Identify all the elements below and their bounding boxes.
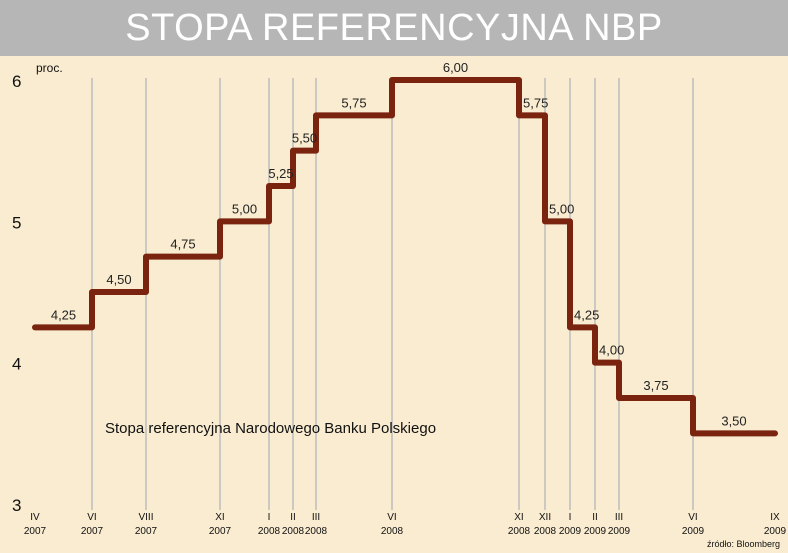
- x-label-month: VI: [387, 512, 396, 523]
- x-label-year: 2009: [559, 526, 582, 537]
- x-label-month: XI: [514, 512, 523, 523]
- data-label: 4,75: [170, 237, 195, 252]
- data-label: 3,50: [721, 413, 746, 428]
- x-label-month: VI: [87, 512, 96, 523]
- data-label: 3,75: [643, 378, 668, 393]
- x-label-year: 2008: [508, 526, 531, 537]
- y-tick-label: 3: [12, 496, 21, 515]
- x-label-month: II: [592, 512, 598, 523]
- x-label-month: IV: [30, 512, 40, 523]
- x-label-year: 2009: [608, 526, 631, 537]
- data-label: 4,25: [51, 307, 76, 322]
- x-label-year: 2008: [282, 526, 305, 537]
- data-label: 5,75: [523, 95, 548, 110]
- data-label: 5,00: [549, 201, 574, 216]
- x-label-month: I: [268, 512, 271, 523]
- x-label-year: 2008: [381, 526, 404, 537]
- x-label-year: 2008: [534, 526, 557, 537]
- unit-label: proc.: [36, 61, 63, 75]
- x-label-month: III: [615, 512, 623, 523]
- x-label-month: I: [569, 512, 572, 523]
- y-tick-label: 6: [12, 72, 21, 91]
- x-label-month: XII: [539, 512, 551, 523]
- data-label: 5,25: [268, 166, 293, 181]
- x-label-year: 2008: [305, 526, 328, 537]
- data-label: 6,00: [443, 60, 468, 75]
- x-label-year: 2009: [584, 526, 607, 537]
- data-label: 4,50: [106, 272, 131, 287]
- x-label-year: 2007: [81, 526, 104, 537]
- data-label: 4,00: [599, 343, 624, 358]
- title-bar: STOPA REFERENCYJNA NBP: [0, 0, 788, 56]
- x-label-year: 2007: [209, 526, 232, 537]
- rate-step-line: [32, 77, 778, 437]
- x-label-month: III: [312, 512, 320, 523]
- x-label-year: 2009: [764, 526, 787, 537]
- data-label: 5,50: [292, 131, 317, 146]
- x-label-year: 2007: [135, 526, 158, 537]
- x-label-month: II: [290, 512, 296, 523]
- x-label-month: VIII: [138, 512, 153, 523]
- x-label-year: 2007: [24, 526, 47, 537]
- y-tick-label: 5: [12, 213, 21, 232]
- data-label: 5,75: [341, 95, 366, 110]
- chart-title: STOPA REFERENCYJNA NBP: [125, 6, 663, 49]
- data-label: 4,25: [574, 307, 599, 322]
- x-label-year: 2009: [682, 526, 705, 537]
- y-tick-label: 4: [12, 355, 21, 374]
- data-label: 5,00: [232, 201, 257, 216]
- x-label-year: 2008: [258, 526, 281, 537]
- x-label-month: VI: [688, 512, 697, 523]
- x-label-month: IX: [770, 512, 780, 523]
- source-note: źródło: Bloomberg: [707, 539, 780, 549]
- annotation-text: Stopa referencyjna Narodowego Banku Pols…: [105, 420, 436, 437]
- x-label-month: XI: [215, 512, 224, 523]
